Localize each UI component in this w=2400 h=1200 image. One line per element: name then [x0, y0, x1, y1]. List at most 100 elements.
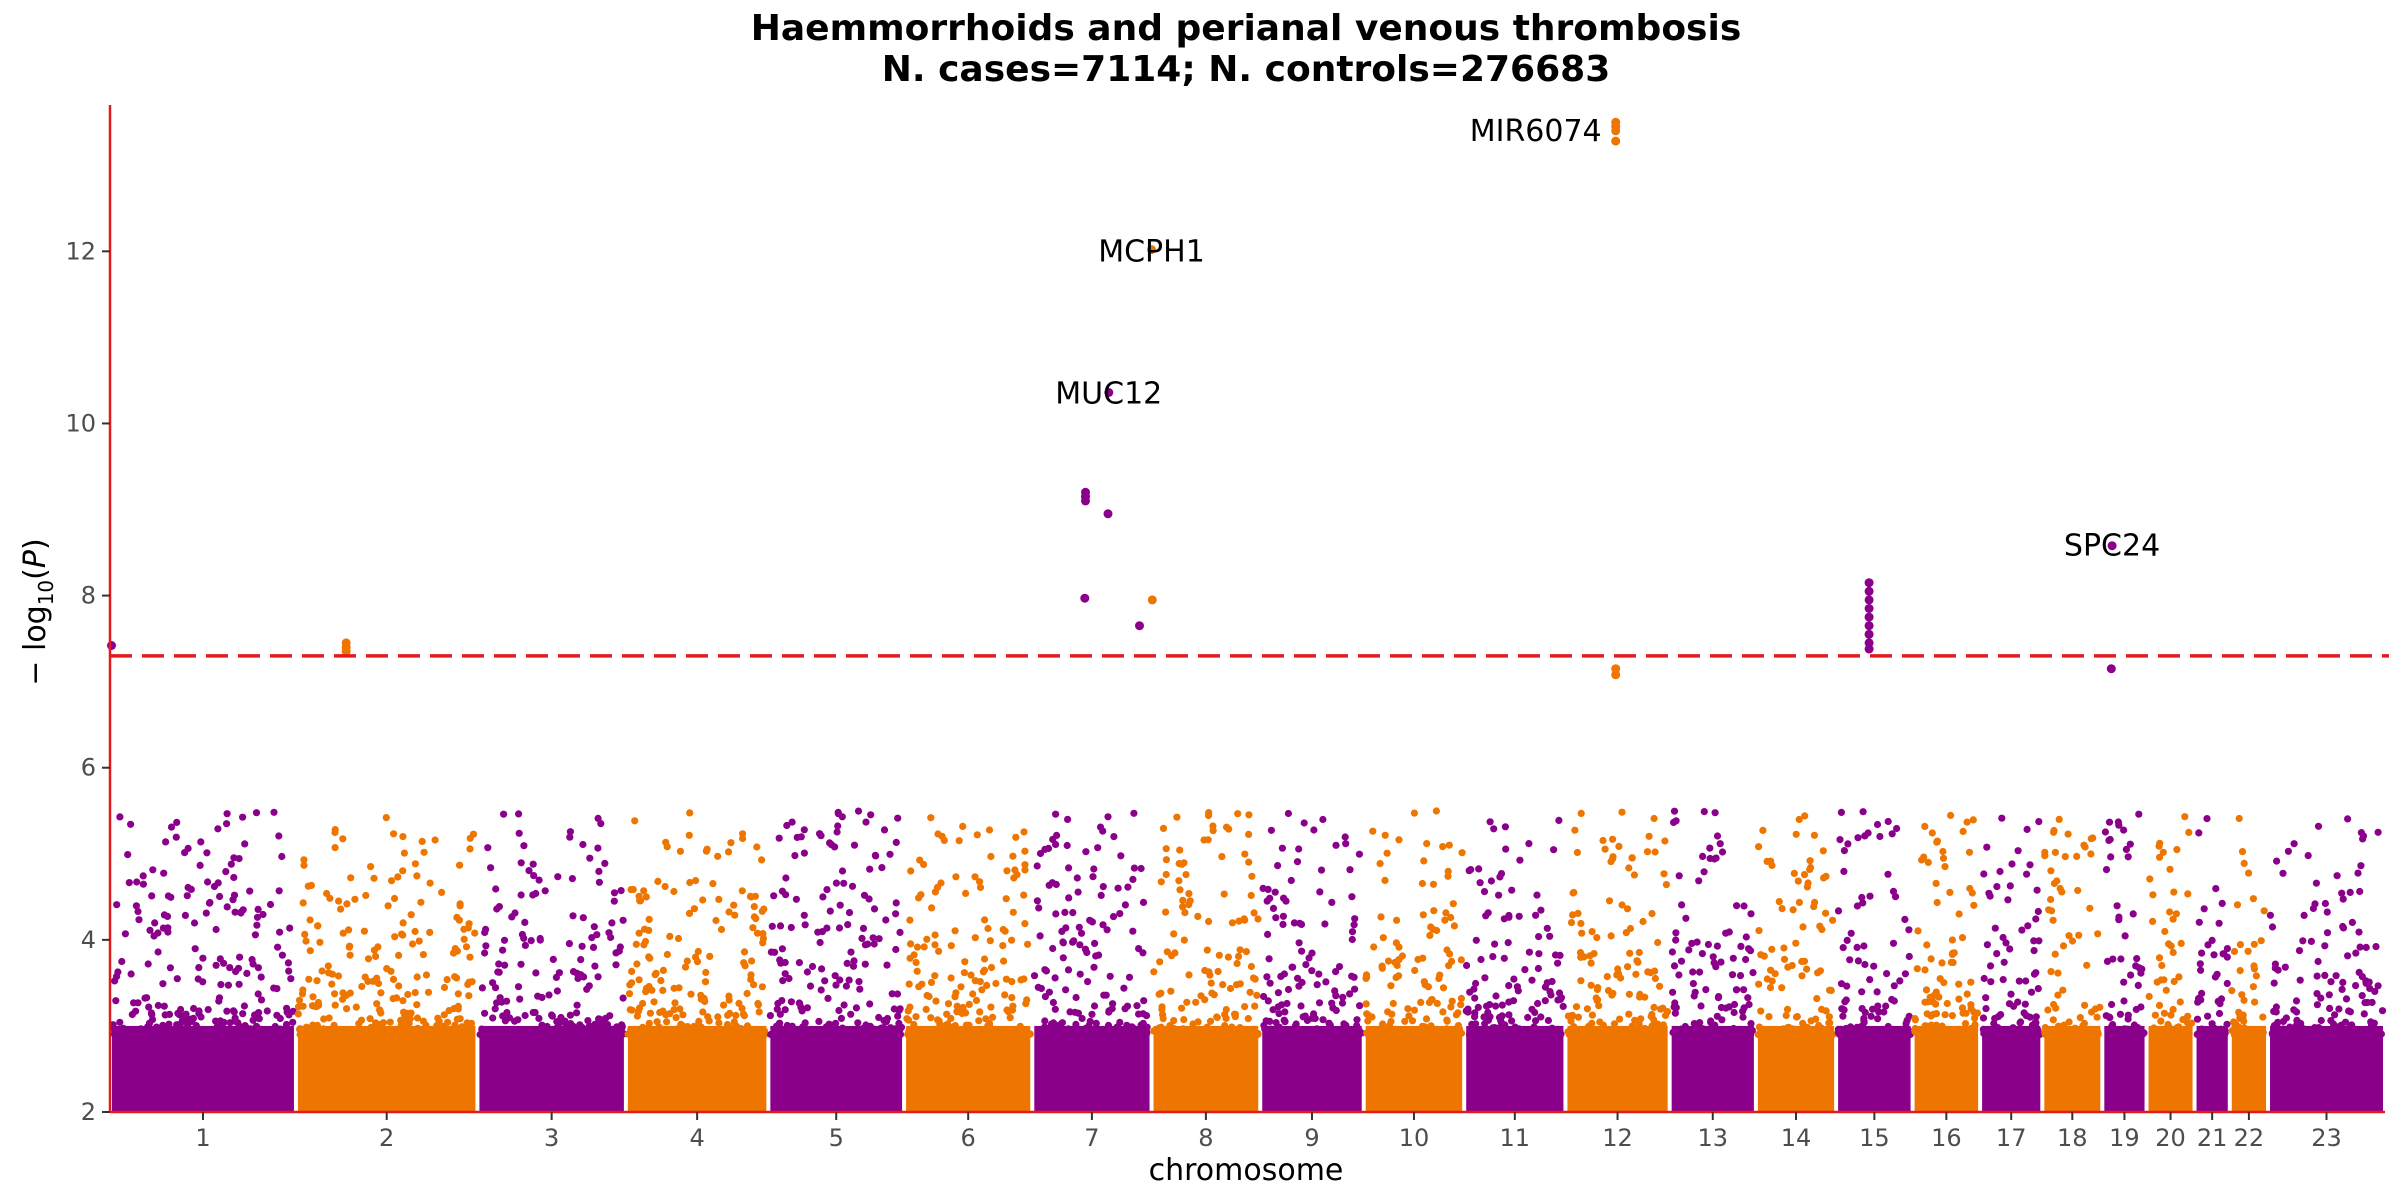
snp-point — [1203, 946, 1211, 954]
snp-point — [1546, 932, 1554, 940]
snp-point — [867, 1030, 875, 1038]
snp-point — [300, 861, 308, 869]
snp-point — [697, 995, 705, 1003]
snp-point — [173, 1024, 181, 1032]
snp-point — [1332, 1029, 1340, 1037]
snp-point — [591, 1020, 599, 1028]
snp-point — [2216, 1000, 2224, 1008]
snp-point — [1635, 1020, 1643, 1028]
snp-point — [832, 1019, 840, 1027]
snp-point — [992, 979, 1000, 988]
snp-point — [358, 982, 366, 991]
snp-point — [918, 980, 926, 988]
snp-point — [912, 958, 920, 967]
snp-point — [239, 1010, 247, 1018]
snp-point — [413, 1001, 421, 1009]
snp-point — [690, 1022, 698, 1030]
peak-point — [1611, 136, 1621, 146]
snp-point — [2339, 978, 2347, 987]
snp-point — [839, 1030, 848, 1039]
snp-point — [684, 1028, 692, 1036]
snp-point — [685, 909, 694, 918]
snp-point — [535, 1014, 543, 1023]
snp-point — [674, 934, 683, 943]
snp-point — [1009, 852, 1017, 860]
snp-point — [2127, 971, 2135, 979]
snp-point — [1340, 1030, 1348, 1039]
snp-point — [1829, 916, 1837, 924]
snp-point — [2032, 915, 2040, 923]
snp-point — [2202, 1030, 2210, 1039]
snp-point — [1316, 888, 1324, 896]
snp-point — [1124, 883, 1132, 891]
snp-point — [1965, 848, 1974, 856]
snp-point — [2313, 990, 2321, 998]
snp-point — [495, 903, 503, 911]
snp-point — [724, 848, 733, 856]
snp-point — [1073, 874, 1081, 882]
snp-point — [229, 1007, 237, 1015]
snp-point — [2184, 890, 2192, 898]
snp-point — [1224, 953, 1232, 961]
y-tick-label: 6 — [81, 754, 96, 782]
snp-point — [2301, 1026, 2309, 1034]
snp-point — [1052, 880, 1060, 889]
snp-point — [832, 981, 840, 989]
chromosome-6-band — [906, 1025, 1031, 1112]
snp-point — [2035, 818, 2043, 826]
snp-point — [1790, 869, 1798, 878]
x-tick-label: 7 — [1084, 1124, 1099, 1152]
snp-point — [1670, 962, 1679, 970]
snp-point — [2240, 859, 2248, 868]
snp-point — [500, 936, 509, 944]
snp-point — [394, 873, 402, 881]
snp-point — [1470, 985, 1478, 993]
snp-point — [2321, 899, 2329, 908]
snp-point — [1685, 946, 1693, 954]
snp-point — [2242, 1026, 2251, 1034]
snp-point — [672, 1014, 680, 1022]
snp-point — [659, 986, 667, 995]
chromosome-10-points — [1362, 807, 1466, 1112]
snp-point — [314, 922, 322, 930]
snp-point — [1113, 1023, 1121, 1031]
snp-point — [2314, 822, 2323, 830]
snp-point — [981, 916, 989, 924]
x-tick-label: 20 — [2155, 1124, 2186, 1152]
snp-point — [699, 1008, 707, 1016]
snp-point — [1104, 1021, 1113, 1029]
snp-point — [1682, 914, 1690, 922]
snp-point — [2170, 977, 2178, 986]
snp-point — [627, 886, 635, 894]
snp-point — [579, 840, 587, 849]
snp-point — [1505, 998, 1513, 1006]
snp-point — [870, 940, 878, 948]
snp-point — [1840, 847, 1848, 855]
snp-point — [1245, 811, 1253, 819]
snp-point — [1411, 966, 1419, 975]
snp-point — [1848, 1030, 1856, 1038]
snp-point — [294, 1010, 302, 1018]
snp-point — [965, 1000, 973, 1009]
snp-point — [1319, 815, 1327, 824]
snp-point — [2290, 840, 2298, 848]
snp-point — [1996, 867, 2004, 876]
snp-point — [1265, 955, 1273, 963]
snp-point — [2332, 1030, 2340, 1039]
snp-point — [1554, 959, 1562, 967]
snp-point — [2307, 937, 2315, 946]
snp-point — [1181, 909, 1189, 917]
snp-point — [529, 1008, 537, 1017]
snp-point — [931, 931, 939, 939]
snp-point — [1322, 978, 1330, 986]
snp-point — [2047, 867, 2055, 875]
snp-point — [1822, 909, 1830, 917]
snp-point — [689, 1029, 697, 1037]
snp-point — [212, 925, 220, 934]
chromosome-20-band — [2148, 1025, 2193, 1112]
snp-point — [1278, 844, 1286, 852]
snp-point — [2004, 896, 2012, 904]
snp-point — [850, 841, 859, 849]
snp-point — [1052, 910, 1060, 918]
snp-point — [2312, 879, 2320, 887]
